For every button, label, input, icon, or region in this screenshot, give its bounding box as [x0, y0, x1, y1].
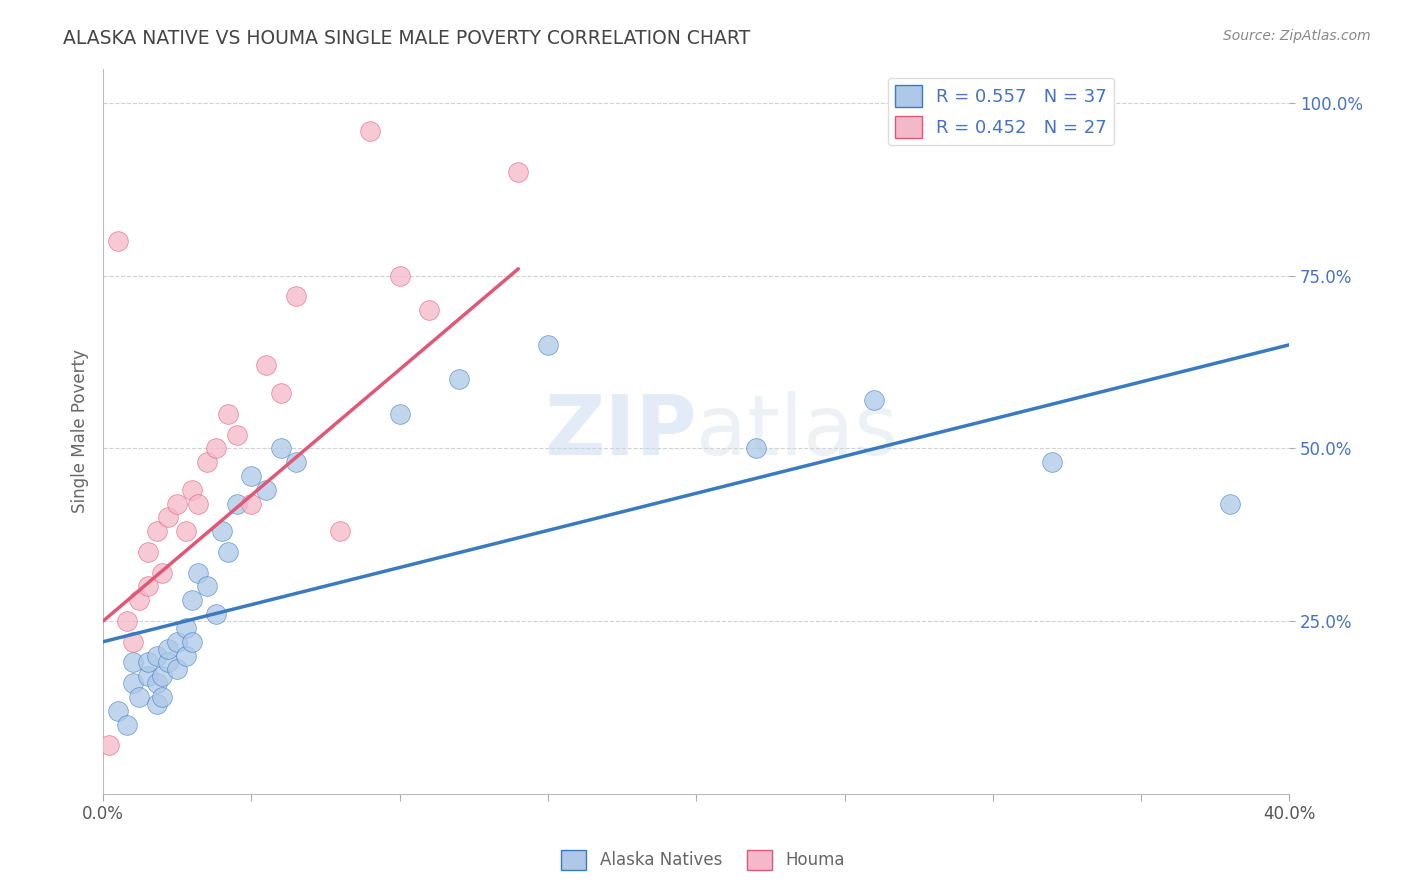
Point	[152, 669, 174, 683]
Point	[166, 497, 188, 511]
Point	[418, 303, 440, 318]
Point	[152, 690, 174, 704]
Point	[217, 545, 239, 559]
Point	[388, 407, 411, 421]
Point	[181, 634, 204, 648]
Point	[217, 407, 239, 421]
Point	[98, 739, 121, 753]
Point	[107, 234, 129, 248]
Point	[195, 579, 218, 593]
Point	[152, 566, 174, 580]
Point	[1219, 497, 1241, 511]
Point	[157, 641, 180, 656]
Point	[240, 497, 263, 511]
Point	[744, 442, 766, 456]
Point	[240, 469, 263, 483]
Point	[270, 386, 292, 401]
Point	[121, 676, 143, 690]
Point	[537, 338, 560, 352]
Point	[205, 442, 228, 456]
Point	[128, 690, 150, 704]
Text: atlas: atlas	[696, 391, 898, 472]
Point	[254, 483, 277, 497]
Point	[157, 656, 180, 670]
Point	[136, 669, 159, 683]
Point	[225, 427, 247, 442]
Point	[121, 656, 143, 670]
Point	[181, 593, 204, 607]
Point	[136, 579, 159, 593]
Point	[254, 359, 277, 373]
Point	[166, 662, 188, 676]
Point	[863, 392, 886, 407]
Point	[205, 607, 228, 621]
Point	[359, 123, 381, 137]
Point	[145, 697, 167, 711]
Point	[284, 455, 307, 469]
Point	[225, 497, 247, 511]
Point	[136, 545, 159, 559]
Point	[187, 497, 209, 511]
Point	[174, 524, 197, 539]
Point	[115, 614, 138, 628]
Point	[145, 676, 167, 690]
Point	[508, 165, 530, 179]
Point	[128, 593, 150, 607]
Point	[107, 704, 129, 718]
Point	[195, 455, 218, 469]
Point	[181, 483, 204, 497]
Point	[115, 717, 138, 731]
Point	[329, 524, 352, 539]
Point	[121, 634, 143, 648]
Point	[270, 442, 292, 456]
Y-axis label: Single Male Poverty: Single Male Poverty	[72, 349, 89, 513]
Point	[174, 648, 197, 663]
Point	[145, 524, 167, 539]
Point	[174, 621, 197, 635]
Point	[166, 634, 188, 648]
Legend: Alaska Natives, Houma: Alaska Natives, Houma	[554, 843, 852, 877]
Text: Source: ZipAtlas.com: Source: ZipAtlas.com	[1223, 29, 1371, 43]
Legend: R = 0.557   N = 37, R = 0.452   N = 27: R = 0.557 N = 37, R = 0.452 N = 27	[887, 78, 1115, 145]
Point	[211, 524, 233, 539]
Point	[284, 289, 307, 303]
Point	[388, 268, 411, 283]
Point	[447, 372, 470, 386]
Point	[136, 656, 159, 670]
Point	[157, 510, 180, 524]
Text: ZIP: ZIP	[544, 391, 696, 472]
Point	[1040, 455, 1063, 469]
Text: ALASKA NATIVE VS HOUMA SINGLE MALE POVERTY CORRELATION CHART: ALASKA NATIVE VS HOUMA SINGLE MALE POVER…	[63, 29, 751, 47]
Point	[145, 648, 167, 663]
Point	[187, 566, 209, 580]
